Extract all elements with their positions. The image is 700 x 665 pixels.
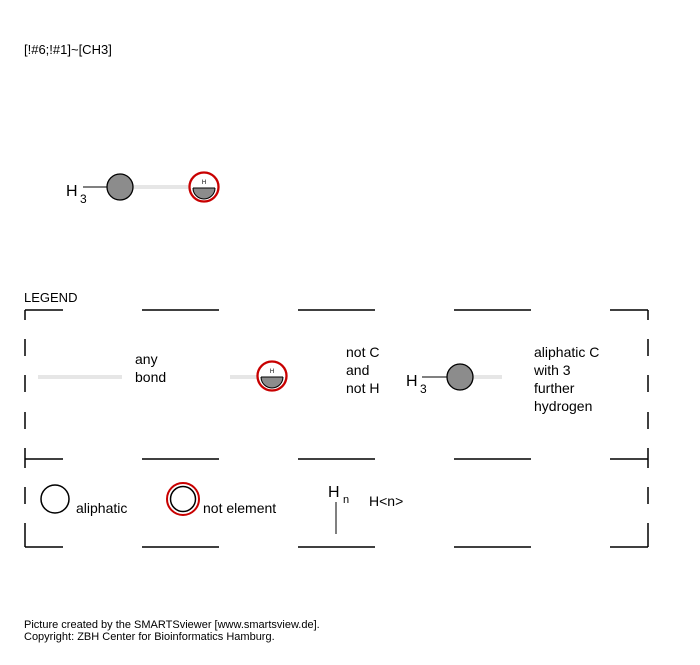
ch3-carbon-sample	[446, 363, 474, 391]
molecule-depiction: H 3 H	[66, 171, 220, 206]
not-c-h-atom-sample: H	[256, 360, 288, 392]
not-element-inner	[169, 485, 197, 513]
ch3-label-3: further	[534, 380, 575, 396]
ch3-h-label: H	[406, 373, 418, 390]
legend-aliphatic: aliphatic	[40, 484, 127, 516]
footer-line-2: Copyright: ZBH Center for Bioinformatics…	[24, 631, 275, 643]
hydrogen-label: H	[66, 183, 78, 200]
footer-line-1: Picture created by the SMARTSviewer [www…	[24, 619, 320, 631]
not-c-h-label-3: not H	[346, 380, 379, 396]
smarts-pattern: [!#6;!#1]~[CH3]	[24, 42, 112, 57]
aliphatic-label: aliphatic	[76, 500, 127, 516]
legend-title: LEGEND	[24, 290, 77, 305]
legend-h-n: H n H<n>	[328, 484, 403, 534]
legend-not-c-not-h: H not C and not H	[230, 344, 379, 396]
ch3-carbon-atom	[106, 173, 134, 201]
hydrogen-count: 3	[80, 192, 87, 206]
legend-not-element: not element	[166, 482, 276, 516]
any-bond-label-2: bond	[135, 369, 166, 385]
not-element-label: not element	[203, 500, 276, 516]
legend-any-bond: any bond	[38, 351, 166, 385]
not-c-h-atom-mark: H	[270, 369, 274, 375]
legend-frame	[24, 309, 649, 548]
any-bond-label-1: any	[135, 351, 158, 367]
atom-h-mark: H	[202, 180, 206, 186]
ch3-label-4: hydrogen	[534, 398, 592, 414]
hn-sub: n	[343, 494, 349, 506]
ch3-label-1: aliphatic C	[534, 344, 599, 360]
ch3-h-count: 3	[420, 382, 427, 396]
hn-h: H	[328, 484, 340, 501]
ch3-label-2: with 3	[533, 362, 571, 378]
not-c-not-h-atom: H	[188, 171, 220, 203]
aliphatic-atom-sample	[40, 484, 70, 514]
hn-label: H<n>	[369, 493, 403, 509]
not-c-h-label-2: and	[346, 362, 369, 378]
not-c-h-label-1: not C	[346, 344, 379, 360]
legend-ch3: H 3 aliphatic C with 3 further hydrogen	[406, 344, 599, 414]
